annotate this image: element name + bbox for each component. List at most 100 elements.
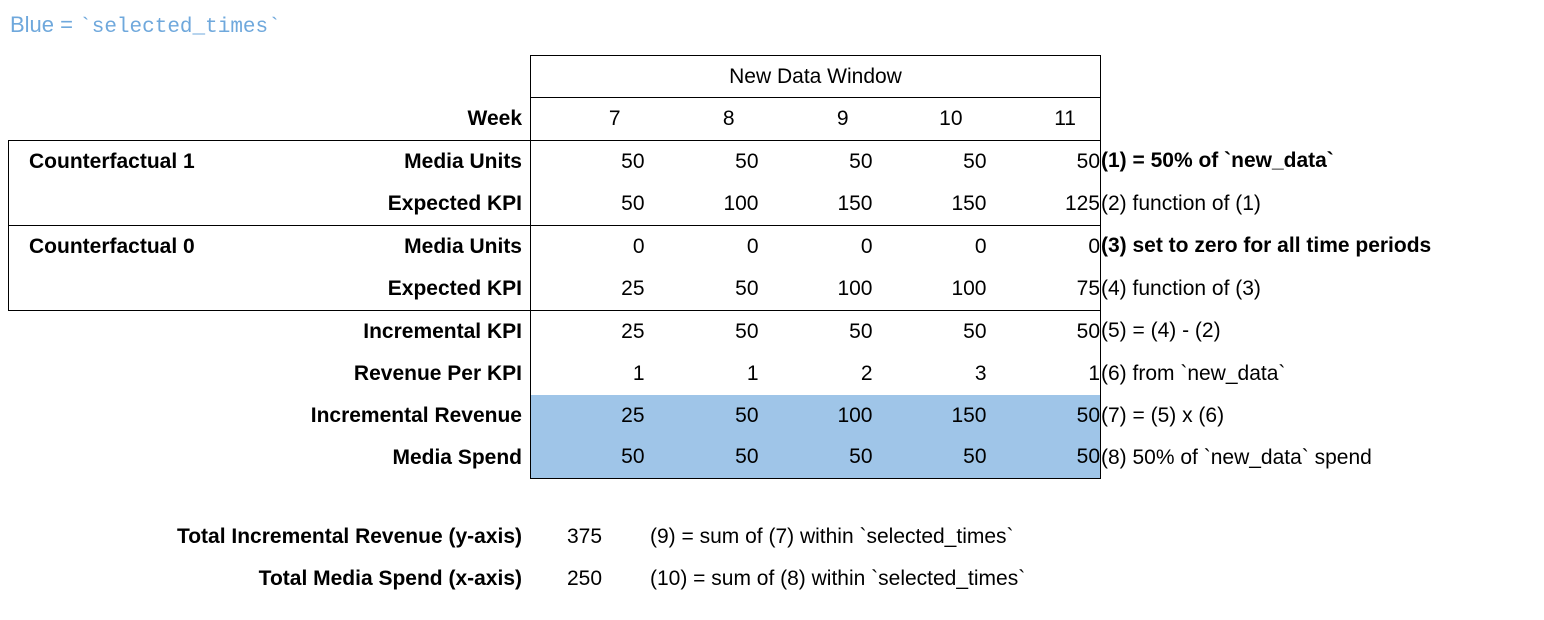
- week-value: 9: [758, 97, 873, 141]
- cell-value-highlighted: 100: [758, 394, 873, 437]
- cell-value: 150: [872, 182, 987, 226]
- cell-value-highlighted: 50: [644, 394, 759, 437]
- total-annotation: (9) = sum of (7) within `selected_times`: [650, 525, 1014, 548]
- cell-value: 0: [530, 225, 645, 268]
- cell-value: 2: [860, 361, 873, 385]
- cell-value: 1: [746, 361, 759, 385]
- row-label: Expected KPI: [387, 276, 522, 300]
- spacer-cell: [9, 56, 531, 98]
- table-row-cf1-media-units: Counterfactual 1 Media Units 50 50 50 50 …: [8, 139, 1537, 183]
- cell-value-highlighted: 50: [986, 394, 1101, 437]
- row-label: Media Units: [404, 149, 522, 173]
- cell-value: 50: [530, 140, 645, 183]
- legend: Blue = `selected_times`: [10, 12, 281, 39]
- table-row-incremental-revenue: Incremental Revenue 25 50 100 150 50 (7)…: [9, 394, 1537, 437]
- row-label-cell: Counterfactual 0 Media Units: [8, 225, 531, 268]
- group-label: Counterfactual 0: [29, 234, 195, 258]
- row-annotation: (4) function of (3): [1101, 276, 1261, 300]
- row-label-cell: Incremental Revenue: [9, 395, 531, 437]
- cell-value: 100: [644, 182, 759, 226]
- cell-value: 25: [530, 267, 645, 311]
- cell-value: 0: [986, 225, 1101, 268]
- row-annotation: (2) function of (1): [1101, 191, 1261, 215]
- cell-value: 50: [849, 149, 873, 173]
- total-row-incremental-revenue: Total Incremental Revenue (y-axis) 375 (…: [8, 516, 1025, 558]
- total-row-media-spend: Total Media Spend (x-axis) 250 (10) = su…: [8, 558, 1026, 600]
- week-value: 10: [872, 97, 987, 141]
- cell-value: 50: [735, 149, 759, 173]
- table-row-window-header: New Data Window: [9, 55, 1537, 98]
- week-value: 8: [644, 97, 759, 141]
- legend-text: Blue =: [10, 12, 80, 37]
- table-row-cf0-expected-kpi: Expected KPI 25 50 100 100 75 (4) functi…: [8, 267, 1537, 311]
- table-row-incremental-kpi: Incremental KPI 25 50 50 50 50 (5) = (4)…: [9, 310, 1537, 353]
- total-label: Total Incremental Revenue (y-axis): [176, 525, 522, 548]
- week-label: Week: [467, 106, 522, 130]
- cell-value: 100: [758, 267, 873, 311]
- row-label-cell: Expected KPI: [8, 267, 531, 311]
- row-label-cell: Revenue Per KPI: [9, 353, 531, 395]
- row-label: Incremental KPI: [363, 319, 522, 343]
- cell-value: 50: [644, 267, 759, 311]
- cell-value-highlighted: 50: [644, 436, 759, 479]
- row-label-cell: Counterfactual 1 Media Units: [8, 139, 531, 183]
- cell-value: 50: [986, 310, 1101, 353]
- group-label: Counterfactual 1: [29, 149, 195, 173]
- row-annotation: (5) = (4) - (2): [1101, 319, 1221, 343]
- cell-value-highlighted: 25: [530, 394, 645, 437]
- cell-value: 50: [963, 319, 987, 343]
- cell-value: 150: [758, 182, 873, 226]
- cell-value: 50: [986, 140, 1101, 183]
- cell-value: 50: [963, 149, 987, 173]
- totals-section: Total Incremental Revenue (y-axis) 375 (…: [8, 516, 1025, 600]
- spacer-cell: [1101, 56, 1537, 98]
- row-label: Media Spend: [392, 445, 522, 469]
- week-label-cell: Week: [9, 98, 531, 141]
- row-annotation: (8) 50% of `new_data` spend: [1101, 445, 1372, 469]
- week-value: 7: [530, 97, 645, 141]
- window-header: New Data Window: [530, 55, 1101, 98]
- total-label: Total Media Spend (x-axis): [258, 567, 522, 590]
- table-row-cf1-expected-kpi: Expected KPI 50 100 150 150 125 (2) func…: [8, 182, 1537, 226]
- cell-value: 50: [530, 182, 645, 226]
- total-value: 375: [567, 525, 603, 548]
- week-value: 11: [986, 97, 1101, 141]
- cell-value: 50: [849, 319, 873, 343]
- row-annotation: (1) = 50% of `new_data`: [1101, 149, 1334, 173]
- legend-code: `selected_times`: [79, 16, 281, 39]
- cell-value: 0: [860, 234, 873, 258]
- table-row-revenue-per-kpi: Revenue Per KPI 1 1 2 3 1 (6) from `new_…: [9, 352, 1537, 395]
- cell-value-highlighted: 50: [872, 436, 987, 479]
- cell-value: 50: [735, 319, 759, 343]
- cell-value: 1: [530, 352, 645, 395]
- total-value: 250: [567, 567, 603, 590]
- row-label-cell: Incremental KPI: [9, 310, 531, 353]
- row-label-cell: Expected KPI: [8, 182, 531, 226]
- cell-value-highlighted: 150: [872, 394, 987, 437]
- row-label-cell: Media Spend: [9, 437, 531, 479]
- row-annotation: (3) set to zero for all time periods: [1101, 234, 1432, 258]
- row-label: Incremental Revenue: [310, 403, 522, 427]
- cell-value: 25: [530, 310, 645, 353]
- table-row-media-spend: Media Spend 50 50 50 50 50 (8) 50% of `n…: [9, 436, 1537, 479]
- row-label: Expected KPI: [387, 191, 522, 215]
- cell-value: 1: [986, 352, 1101, 395]
- total-annotation: (10) = sum of (8) within `selected_times…: [650, 567, 1026, 590]
- cell-value: 0: [746, 234, 759, 258]
- spacer-cell: [1101, 98, 1537, 141]
- cell-value: 125: [986, 182, 1101, 226]
- row-annotation: (6) from `new_data`: [1101, 361, 1286, 385]
- cell-value-highlighted: 50: [758, 436, 873, 479]
- counterfactual-table: New Data Window Week 7 8 9 10 11 Counter…: [8, 55, 1537, 479]
- table-row-week: Week 7 8 9 10 11: [9, 97, 1537, 141]
- cell-value-highlighted: 50: [986, 436, 1101, 479]
- cell-value: 0: [974, 234, 987, 258]
- table-row-cf0-media-units: Counterfactual 0 Media Units 0 0 0 0 0 (3…: [8, 225, 1537, 268]
- row-label: Revenue Per KPI: [353, 361, 522, 385]
- row-label: Media Units: [404, 234, 522, 258]
- cell-value: 100: [872, 267, 987, 311]
- cell-value: 75: [986, 267, 1101, 311]
- cell-value: 3: [974, 361, 987, 385]
- cell-value-highlighted: 50: [530, 436, 645, 479]
